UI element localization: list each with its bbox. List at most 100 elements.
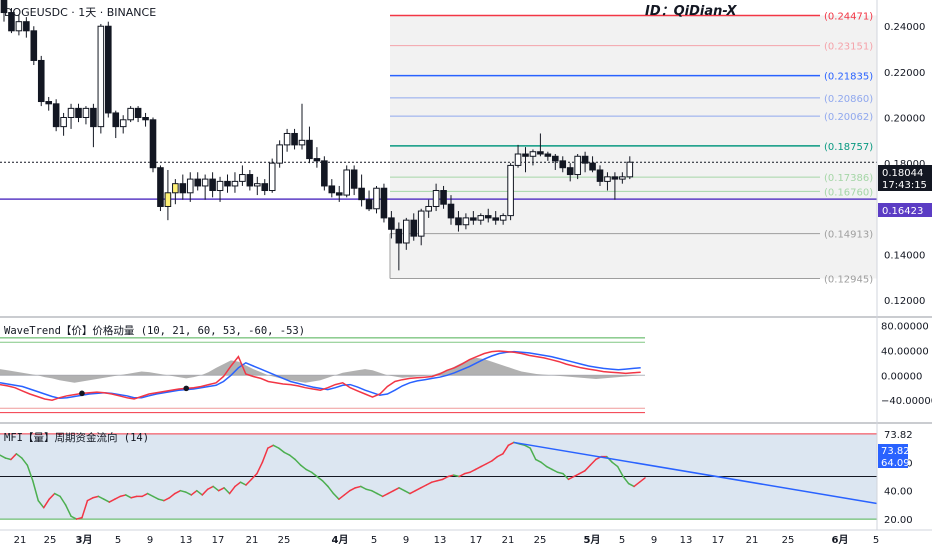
candle-body[interactable] [276,144,283,164]
candle-body[interactable] [97,25,105,128]
candle-body[interactable] [179,183,187,194]
candle-body[interactable] [313,158,321,162]
candle-body[interactable] [358,187,365,201]
candle-body[interactable] [209,178,216,192]
candle-body[interactable] [157,167,164,207]
wavetrend-legend[interactable]: WaveTrend【价】价格动量 (10, 21, 60, 53, -60, -… [4,324,305,337]
candle-body[interactable] [186,178,194,194]
candle-body[interactable] [134,107,142,119]
mfi-pane[interactable]: MFI【量】周期资金流向 (14) [0,431,878,520]
candle-body[interactable] [283,132,291,146]
candle-body[interactable] [395,228,403,244]
symbol-legend[interactable]: DOGEUSDC · 1天 · BINANCE [4,6,156,19]
candle-body[interactable] [455,217,462,226]
candle-body[interactable] [45,101,53,105]
candle-body[interactable] [604,176,611,182]
candle-body[interactable] [246,174,254,187]
candle-body[interactable] [343,169,350,196]
candle-body[interactable] [537,151,544,155]
candle-body[interactable] [529,151,537,157]
candle-body[interactable] [30,30,38,61]
price-pane[interactable]: DOGEUSDC · 1天 · BINANCE ID：QiDian-X [0,0,877,316]
candle-body[interactable] [149,119,157,169]
candle-body[interactable] [172,183,179,194]
time-axis[interactable]: 21 25 3月 5 9 13 17 21 25 4月 5 9 13 17 21 25 5月 5 9 13 17 21 25… [0,529,932,546]
candle-body[interactable] [306,139,313,160]
mfi-line-segment [360,485,367,491]
candle-body[interactable] [254,183,261,187]
candle-body[interactable] [596,169,604,182]
candle-body[interactable] [0,0,8,14]
candle-body[interactable] [127,107,134,121]
candle-body[interactable] [388,217,395,230]
candle-body[interactable] [335,192,343,196]
candle-body[interactable] [119,119,127,128]
mfi-trendline[interactable] [513,441,878,505]
candle-body[interactable] [626,161,634,178]
candle-body[interactable] [105,25,112,114]
candle-body[interactable] [60,117,67,128]
candle-body[interactable] [231,180,239,187]
candle-body[interactable] [559,160,567,169]
candle-body[interactable] [373,187,380,210]
candle-body[interactable] [440,190,447,205]
candle-body[interactable] [611,176,619,180]
mfi-value-badge [878,444,908,456]
candle-body[interactable] [201,178,209,187]
candle-body[interactable] [417,210,425,237]
candle-body[interactable] [216,180,224,192]
candle-body[interactable] [291,132,298,146]
candle-body[interactable] [499,215,507,221]
candle-body[interactable] [619,176,626,180]
candle-body[interactable] [321,160,328,187]
candle-body[interactable] [239,174,246,182]
candle-body[interactable] [470,217,477,221]
candle-body[interactable] [23,21,30,32]
candle-body[interactable] [447,203,455,219]
candle-body[interactable] [82,107,90,119]
candle-body[interactable] [142,117,149,121]
candle-body[interactable] [566,167,574,176]
candle-body[interactable] [37,59,45,103]
candle-body[interactable] [350,169,358,189]
candle-body[interactable] [261,183,269,192]
fib-level-label: (0.16760) [824,187,873,198]
candle-body[interactable] [194,178,201,187]
candle-body[interactable] [544,153,552,157]
candle-body[interactable] [581,155,589,164]
candle-body[interactable] [328,185,336,194]
candle-body[interactable] [365,199,373,210]
candle-body[interactable] [75,107,82,119]
candle-body[interactable] [462,217,470,226]
candle-body[interactable] [410,219,418,237]
candle-body[interactable] [112,112,120,128]
candle-body[interactable] [492,217,499,221]
price-axis[interactable]: 0.240000.220000.200000.180000.160000.140… [824,0,932,530]
candle-body[interactable] [8,12,15,32]
candle-body[interactable] [432,190,440,207]
candle-body[interactable] [425,205,432,212]
candle-body[interactable] [90,107,97,128]
candle-body[interactable] [52,103,60,128]
wavetrend-pane[interactable]: WaveTrend【价】价格动量 (10, 21, 60, 53, -60, -… [0,324,645,414]
candle-body[interactable] [589,162,596,171]
candle-body[interactable] [574,155,581,176]
mfi-legend[interactable]: MFI【量】周期资金流向 (14) [4,431,149,444]
candle-body[interactable] [15,21,23,32]
time-axis-label: 17 [712,535,725,546]
mfi-line-segment [70,515,78,520]
candle-body[interactable] [514,153,522,166]
candle-body[interactable] [164,192,172,207]
candle-body[interactable] [507,164,514,217]
candle-body[interactable] [522,153,529,157]
candle-body[interactable] [298,139,306,146]
candle-body[interactable] [224,180,231,187]
candle-body[interactable] [484,215,492,219]
candle-body[interactable] [403,219,410,244]
candle-body[interactable] [477,215,485,221]
candle-body[interactable] [380,187,388,219]
candle-body[interactable] [67,107,75,119]
candle-body[interactable] [552,155,559,162]
candle-body[interactable] [268,162,276,192]
